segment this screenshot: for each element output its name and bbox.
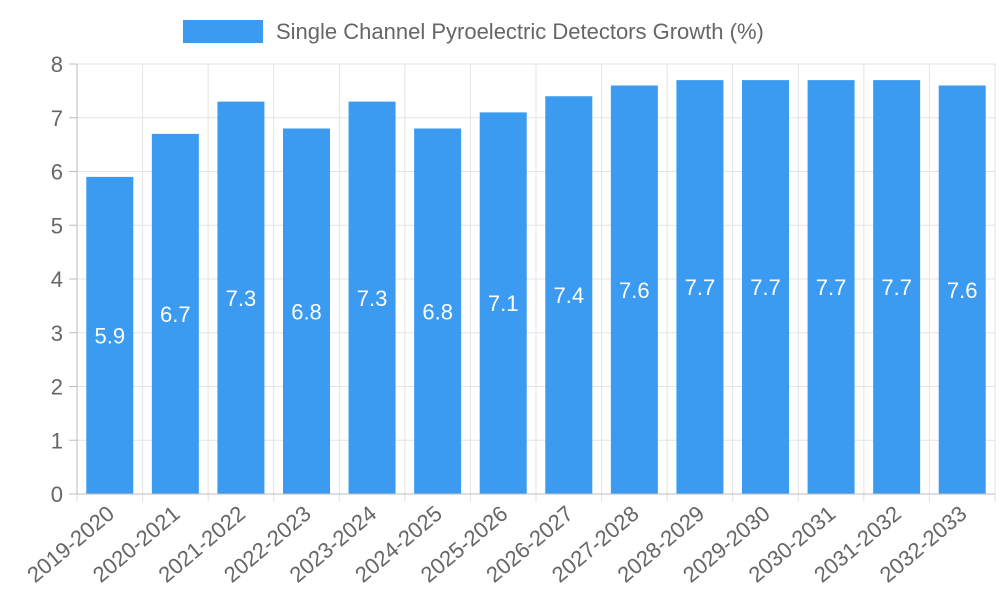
y-tick-label: 0 bbox=[51, 482, 63, 507]
bar-data-label: 7.7 bbox=[881, 275, 912, 300]
bar[interactable] bbox=[807, 80, 855, 494]
legend[interactable]: Single Channel Pyroelectric Detectors Gr… bbox=[183, 19, 764, 44]
bar-data-label: 7.4 bbox=[553, 283, 584, 308]
bar[interactable] bbox=[283, 128, 330, 495]
bars bbox=[86, 80, 986, 495]
bar[interactable] bbox=[545, 96, 593, 494]
bar[interactable] bbox=[742, 80, 789, 494]
y-tick-label: 4 bbox=[51, 267, 63, 292]
bar[interactable] bbox=[151, 133, 199, 494]
bar[interactable] bbox=[414, 128, 462, 495]
bar[interactable] bbox=[479, 112, 527, 494]
y-tick-label: 1 bbox=[51, 428, 63, 453]
bar-data-label: 7.3 bbox=[226, 286, 257, 311]
bar-data-label: 7.1 bbox=[488, 291, 519, 316]
bar-data-label: 5.9 bbox=[94, 323, 125, 348]
bar[interactable] bbox=[610, 85, 658, 495]
bar[interactable] bbox=[348, 101, 396, 494]
bar-data-label: 7.3 bbox=[357, 286, 388, 311]
y-tick-label: 7 bbox=[51, 106, 63, 131]
bar-data-label: 6.8 bbox=[422, 299, 453, 324]
axes bbox=[69, 63, 995, 495]
x-tick-labels: 2019-20202020-20212021-20222022-20232023… bbox=[22, 501, 971, 588]
legend-swatch[interactable] bbox=[183, 20, 263, 43]
grid-lines bbox=[76, 63, 996, 502]
bar-data-label: 7.6 bbox=[619, 278, 650, 303]
legend-label[interactable]: Single Channel Pyroelectric Detectors Gr… bbox=[276, 19, 764, 44]
y-tick-labels: 0 1 2 3 4 5 6 7 8 bbox=[51, 52, 63, 507]
bar[interactable] bbox=[938, 85, 986, 495]
bar-data-label: 7.7 bbox=[816, 275, 847, 300]
bar-data-label: 7.7 bbox=[750, 275, 781, 300]
y-tick-label: 8 bbox=[51, 52, 63, 77]
bar[interactable] bbox=[676, 80, 724, 494]
y-tick-label: 2 bbox=[51, 375, 63, 400]
bar[interactable] bbox=[873, 80, 921, 494]
bar-data-label: 7.7 bbox=[685, 275, 716, 300]
y-tick-label: 5 bbox=[51, 213, 63, 238]
data-labels: 5.9 6.7 7.3 6.8 7.3 6.8 7.1 7.4 7.6 7.7 7.7 7.7 7.7 7… bbox=[94, 275, 977, 348]
bar-data-label: 6.8 bbox=[291, 299, 322, 324]
bar[interactable] bbox=[86, 176, 134, 494]
bar[interactable] bbox=[217, 101, 265, 494]
y-tick-label: 6 bbox=[51, 160, 63, 185]
bar-data-label: 7.6 bbox=[947, 278, 978, 303]
bar-data-label: 6.7 bbox=[160, 302, 191, 327]
y-tick-label: 3 bbox=[51, 321, 63, 346]
